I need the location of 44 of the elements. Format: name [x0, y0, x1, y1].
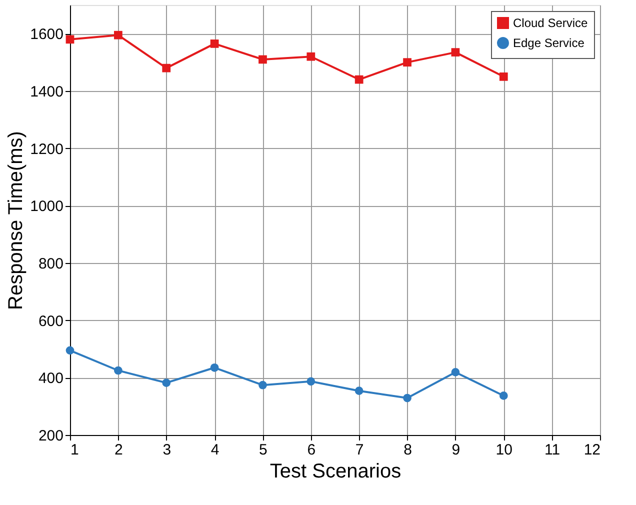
- point: [114, 366, 122, 375]
- y-tick-label: 1600: [30, 26, 64, 44]
- y-tick-label: 600: [38, 312, 64, 330]
- point: [162, 378, 171, 387]
- point: [210, 40, 219, 48]
- point: [354, 75, 364, 84]
- y-tick-label: 1200: [30, 140, 64, 158]
- x-tick-label: 3: [162, 442, 172, 458]
- y-tick-label: 200: [38, 428, 64, 444]
- x-tick-label: 1: [70, 442, 79, 458]
- y-tick-label: 1400: [30, 84, 64, 100]
- point: [210, 363, 219, 372]
- point: [451, 368, 460, 376]
- y-tick-label: 1000: [30, 198, 64, 216]
- point: [162, 64, 171, 72]
- point: [66, 346, 74, 355]
- x-tick-label: 4: [210, 442, 220, 458]
- point: [499, 392, 508, 400]
- point: [66, 35, 74, 44]
- point: [306, 52, 316, 61]
- point: [306, 377, 316, 386]
- point: [499, 72, 508, 81]
- x-axis-title: Test Scenarios: [270, 460, 402, 482]
- x-tick-label: 9: [452, 442, 460, 458]
- point: [114, 30, 122, 40]
- x-tick-label: 6: [307, 442, 316, 458]
- point: [403, 394, 412, 402]
- x-tick-label: 10: [496, 442, 512, 458]
- point: [258, 55, 267, 64]
- point: [258, 380, 267, 390]
- legend-label: Edge Service: [513, 36, 585, 50]
- point: [354, 386, 364, 396]
- y-axis-title: Response Time(ms): [5, 131, 28, 310]
- point: [403, 58, 412, 67]
- x-tick-label: 11: [544, 442, 560, 458]
- x-tick-label: 5: [259, 442, 268, 458]
- y-tick-label: 400: [38, 370, 64, 388]
- x-tick-label: 2: [114, 442, 123, 458]
- x-tick-label: 7: [355, 442, 364, 458]
- y-tick-label: 800: [38, 256, 64, 272]
- x-tick-label: 8: [404, 442, 412, 458]
- legend-label: Cloud Service: [513, 16, 588, 30]
- x-tick-label: 12: [584, 442, 600, 458]
- point: [451, 48, 460, 56]
